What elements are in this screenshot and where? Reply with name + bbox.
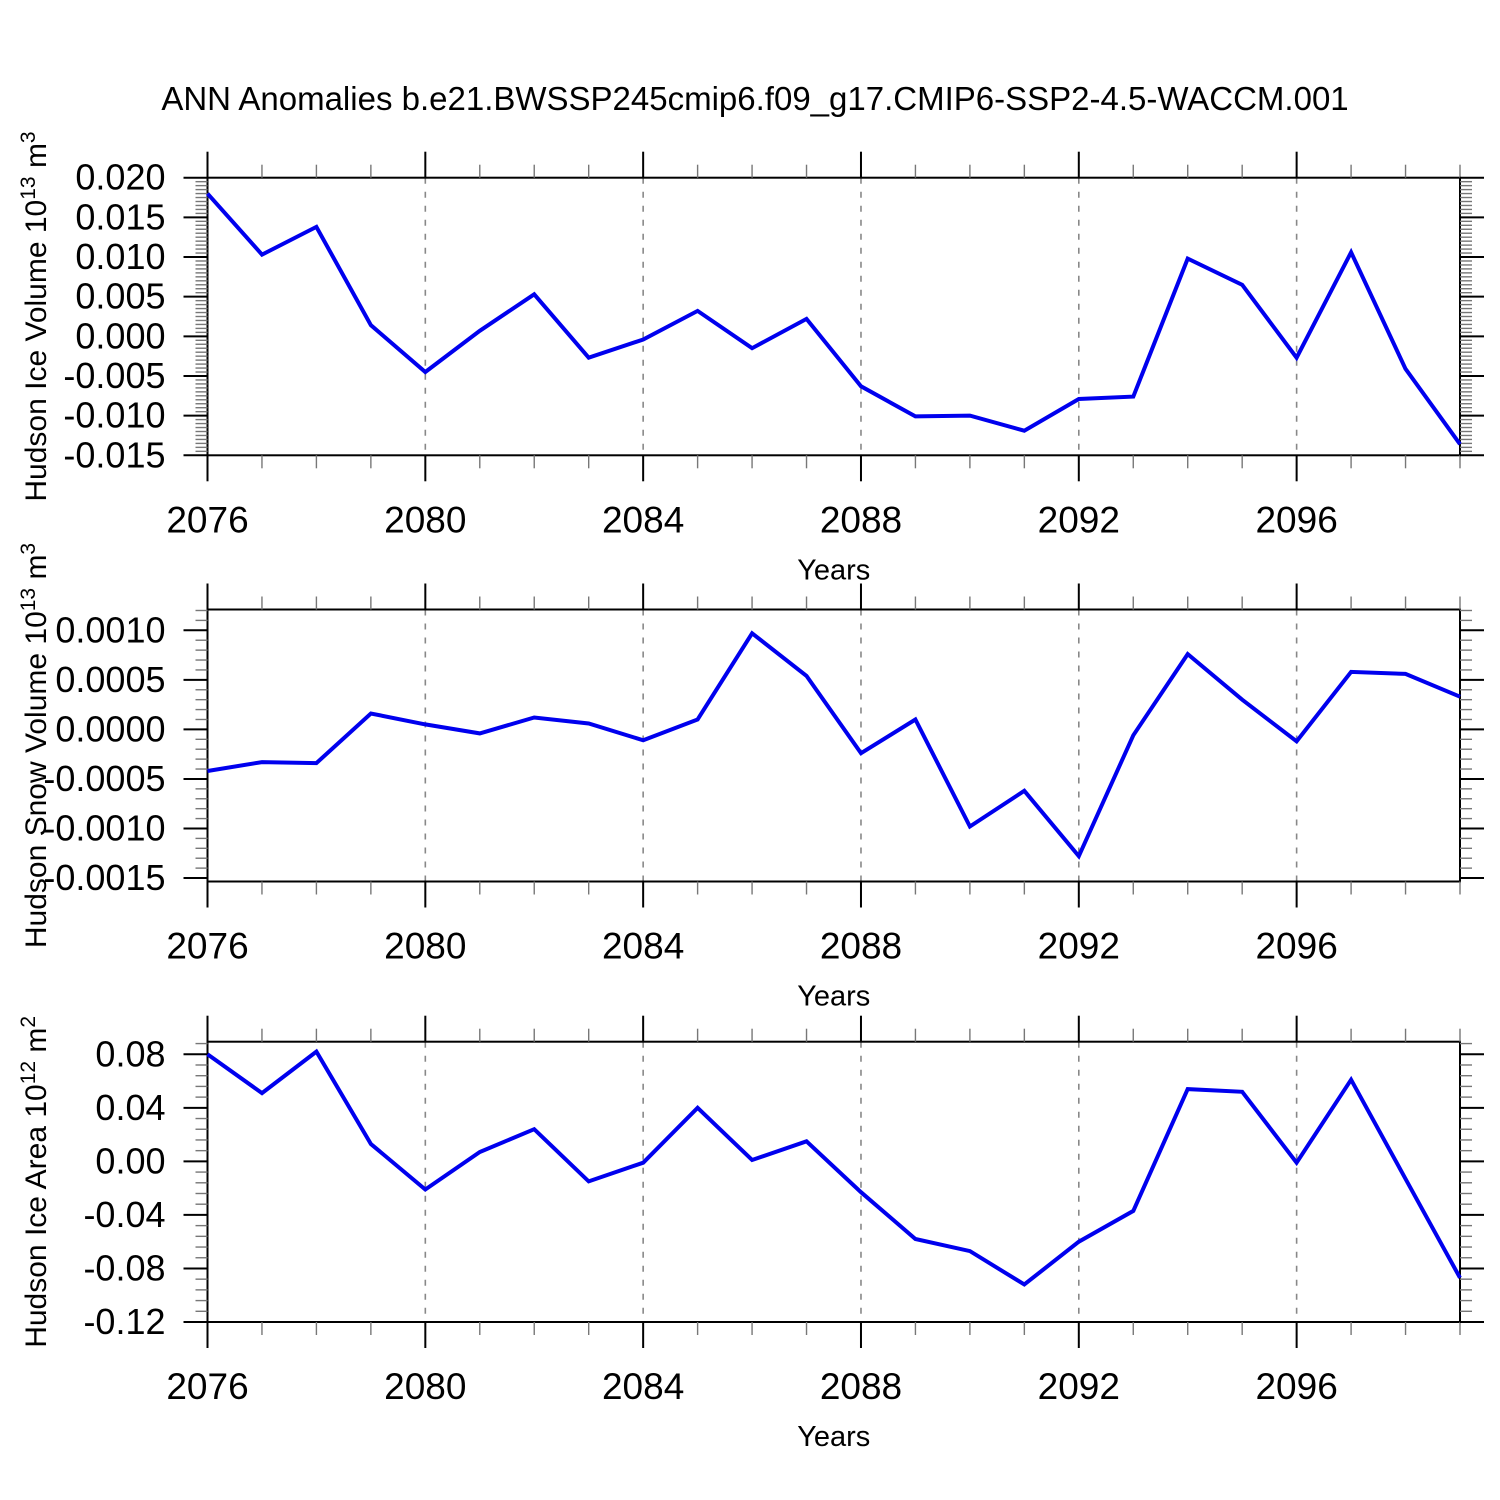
- x-tick-label: 2088: [820, 926, 902, 967]
- x-tick-label: 2076: [166, 499, 248, 540]
- y-axis-title: Hudson Ice Area 1012 m2: [17, 1016, 53, 1348]
- y-tick-label: 0.0010: [55, 609, 165, 650]
- x-axis-title: Years: [797, 554, 870, 586]
- y-tick-label: -0.010: [63, 395, 165, 436]
- panel-1: 0.0200.0150.0100.0050.000-0.005-0.010-0.…: [17, 131, 1484, 586]
- x-tick-label: 2080: [384, 499, 466, 540]
- y-tick-label: -0.08: [83, 1247, 165, 1288]
- x-tick-label: 2092: [1038, 1366, 1120, 1407]
- x-axis-title: Years: [797, 981, 870, 1013]
- y-axis-title: Hudson Snow Volume 1013 m3: [17, 543, 53, 948]
- y-tick-label: -0.0005: [43, 758, 165, 799]
- x-axis-title: Years: [797, 1421, 870, 1453]
- y-tick-label: 0.020: [75, 157, 165, 198]
- x-tick-label: 2084: [602, 499, 684, 540]
- x-tick-label: 2080: [384, 1366, 466, 1407]
- x-tick-label: 2076: [166, 1366, 248, 1407]
- y-tick-label: 0.005: [75, 276, 165, 317]
- data-line-series: [206, 1048, 1462, 1287]
- y-tick-label: -0.015: [63, 434, 165, 475]
- y-tick-label: -0.0015: [43, 857, 165, 898]
- x-tick-label: 2096: [1255, 1366, 1337, 1407]
- y-tick-label: 0.0000: [55, 708, 165, 749]
- panel-2: 0.00100.00050.0000-0.0005-0.0010-0.00152…: [17, 543, 1484, 1013]
- y-tick-label: 0.015: [75, 196, 165, 237]
- x-tick-label: 2080: [384, 926, 466, 967]
- x-tick-label: 2092: [1038, 499, 1120, 540]
- y-tick-label: 0.000: [75, 315, 165, 356]
- x-tick-label: 2088: [820, 1366, 902, 1407]
- y-tick-label: 0.04: [95, 1087, 165, 1128]
- data-line-series: [207, 630, 1461, 860]
- plot-frame: [206, 1040, 1461, 1323]
- y-tick-label: -0.005: [63, 355, 165, 396]
- x-tick-label: 2088: [820, 499, 902, 540]
- y-axis-title: Hudson Ice Volume 1013 m3: [17, 131, 53, 501]
- y-tick-label: -0.12: [83, 1301, 165, 1342]
- panels-container: 0.0200.0150.0100.0050.000-0.005-0.010-0.…: [17, 131, 1484, 1453]
- x-tick-label: 2084: [602, 926, 684, 967]
- data-line-series: [206, 192, 1462, 446]
- y-tick-label: -0.0010: [43, 807, 165, 848]
- y-tick-label: 0.00: [95, 1140, 165, 1181]
- x-tick-label: 2096: [1255, 926, 1337, 967]
- x-tick-label: 2084: [602, 1366, 684, 1407]
- x-tick-label: 2092: [1038, 926, 1120, 967]
- x-tick-label: 2076: [166, 926, 248, 967]
- y-tick-label: 0.0005: [55, 659, 165, 700]
- x-tick-label: 2096: [1255, 499, 1337, 540]
- plot-frame: [206, 176, 1461, 457]
- y-tick-label: -0.04: [83, 1194, 165, 1235]
- chart-title: ANN Anomalies b.e21.BWSSP245cmip6.f09_g1…: [161, 80, 1348, 117]
- plot-frame: [206, 608, 1461, 883]
- y-tick-label: 0.010: [75, 236, 165, 277]
- y-tick-label: 0.08: [95, 1033, 165, 1074]
